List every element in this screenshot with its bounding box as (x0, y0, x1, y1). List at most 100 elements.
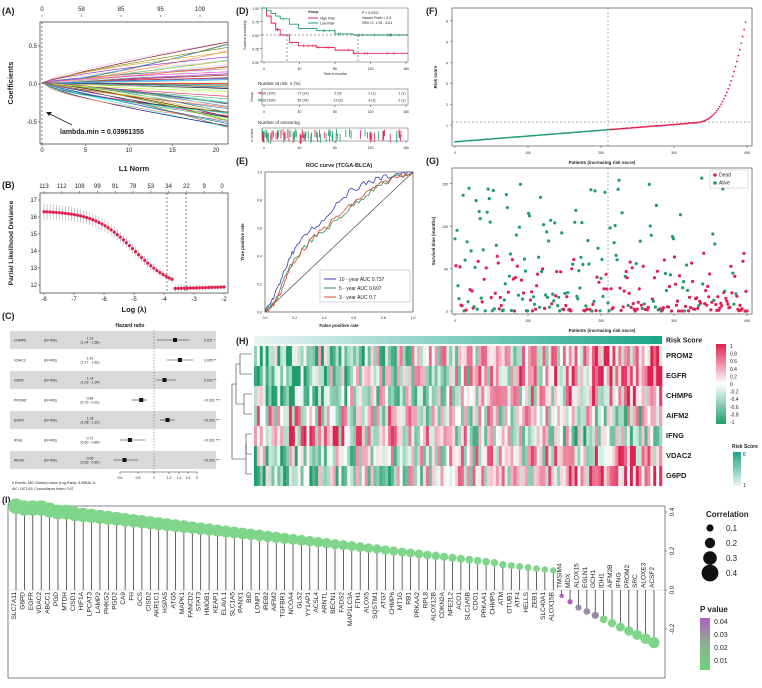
heatmap-cell (519, 466, 522, 486)
heatmap-cell (280, 366, 283, 386)
heatmap-cell (411, 386, 414, 406)
lollipop-gene-label: LAMP2 (95, 592, 102, 614)
heatmap-cell (318, 426, 321, 446)
heatmap-cell (508, 426, 511, 446)
heatmap-cell (423, 406, 426, 426)
heatmap-cell (289, 366, 292, 386)
heatmap-row-label: Risk Score (666, 338, 702, 345)
heatmap-cell (537, 366, 540, 386)
survival-point (670, 309, 673, 312)
heatmap-cell (505, 426, 508, 446)
heatmap-cell (417, 346, 420, 366)
heatmap-cell (257, 366, 260, 386)
heatmap-cell (650, 466, 653, 486)
lollipop-dot (525, 564, 532, 571)
survival-point (726, 303, 729, 306)
heatmap-cell (321, 446, 324, 466)
survival-point (514, 276, 517, 279)
heatmap-cell (650, 406, 653, 426)
heatmap-cell (347, 346, 350, 366)
heatmap-cell (464, 346, 467, 366)
heatmap-cell (534, 386, 537, 406)
heatmap-cell (306, 386, 309, 406)
heatmap-cell (484, 446, 487, 466)
heatmap-cell (414, 426, 417, 446)
heatmap-cell (554, 466, 557, 486)
survival-point (517, 294, 520, 297)
survival-point (546, 296, 549, 299)
heatmap-cell (566, 406, 569, 426)
heatmap-cell (394, 426, 397, 446)
survival-point (591, 303, 594, 306)
heatmap-cell (490, 426, 493, 446)
lollipop-gene-label: PGD (53, 592, 60, 606)
heatmap-cell (636, 426, 639, 446)
survival-point (697, 304, 700, 307)
heatmap-cell (438, 346, 441, 366)
heatmap-cell (277, 426, 280, 446)
heatmap-cell (508, 466, 511, 486)
lollipop-gene-label: ATM (498, 592, 505, 605)
heatmap-cell (630, 366, 633, 386)
lollipop-dot (372, 544, 381, 553)
heatmap-cell (455, 366, 458, 386)
heatmap-cell (365, 426, 368, 446)
survival-point (713, 242, 716, 245)
heatmap-cell (543, 446, 546, 466)
heatmap-cell (467, 386, 470, 406)
heatmap-scale-label: 0.8 (730, 352, 737, 358)
heatmap-cell (595, 426, 598, 446)
censor-mark (399, 131, 400, 138)
lollipop-gene-label: YY1AP1 (305, 592, 312, 617)
heatmap-cell (499, 466, 502, 486)
deviance-point (201, 286, 204, 289)
censor-mark (308, 131, 309, 139)
heatmap-cell (368, 406, 371, 426)
heatmap-cell (636, 386, 639, 406)
heatmap-cell (353, 426, 356, 446)
survival-point (545, 230, 548, 233)
heatmap-cell (481, 446, 484, 466)
survival-point (733, 275, 736, 278)
heatmap-cell (315, 386, 318, 406)
survival-point (702, 252, 705, 255)
heatmap-cell (271, 406, 274, 426)
heatmap-cell (575, 366, 578, 386)
heatmap-cell (534, 426, 537, 446)
heatmap-cell (426, 406, 429, 426)
heatmap-cell (411, 406, 414, 426)
lollipop-dot (465, 556, 473, 564)
heatmap-cell (321, 426, 324, 446)
heatmap-cell (537, 466, 540, 486)
heatmap-cell (572, 366, 575, 386)
heatmap-cell (519, 346, 522, 366)
b-top-label: 22 (183, 184, 190, 190)
heatmap-cell (295, 466, 298, 486)
panel-g-ylabel: Survival time (months) (431, 216, 436, 265)
heatmap-cell (615, 466, 618, 486)
panel-d-legend-low: Low Risk (320, 22, 334, 26)
heatmap-cell (586, 346, 589, 366)
censor-mark (268, 133, 269, 142)
survival-point (682, 280, 685, 283)
heatmap-cell (528, 366, 531, 386)
heatmap-cell (432, 426, 435, 446)
survival-point (515, 233, 518, 236)
survival-point (656, 270, 659, 273)
heatmap-cell (601, 446, 604, 466)
heatmap-cell (414, 346, 417, 366)
survival-point (686, 289, 689, 292)
survival-point (729, 265, 732, 268)
forest-x-label: 2 (196, 476, 198, 480)
censor-mark (320, 134, 321, 143)
survival-point (653, 276, 656, 279)
heatmap-cell (286, 366, 289, 386)
forest-hr-box (123, 458, 127, 462)
heatmap-cell (283, 446, 286, 466)
heatmap-cell (277, 466, 280, 486)
h-dendro-branch-2 (244, 394, 252, 414)
survival-point (641, 307, 644, 310)
heatmap-cell (312, 426, 315, 446)
